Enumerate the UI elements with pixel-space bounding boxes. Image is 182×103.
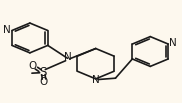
Text: O: O <box>40 77 48 87</box>
Text: N: N <box>169 38 177 48</box>
Text: N: N <box>3 25 11 35</box>
Text: O: O <box>29 61 37 71</box>
Text: N: N <box>92 75 100 85</box>
Text: S: S <box>39 66 47 79</box>
Text: N: N <box>64 52 72 62</box>
